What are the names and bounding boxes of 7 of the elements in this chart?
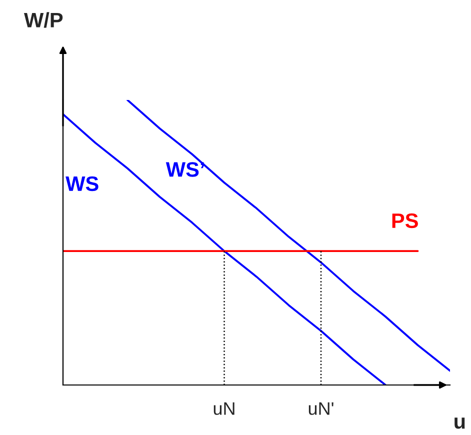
series-label: WS <box>66 176 98 192</box>
series-label: PS <box>392 213 418 228</box>
y-axis-title: W/P <box>24 12 63 28</box>
x-tick-label: uN <box>214 402 234 415</box>
series-label: WS’ <box>166 162 204 177</box>
x-tick-label: uN' <box>308 402 334 415</box>
x-axis-title: u <box>454 418 465 429</box>
